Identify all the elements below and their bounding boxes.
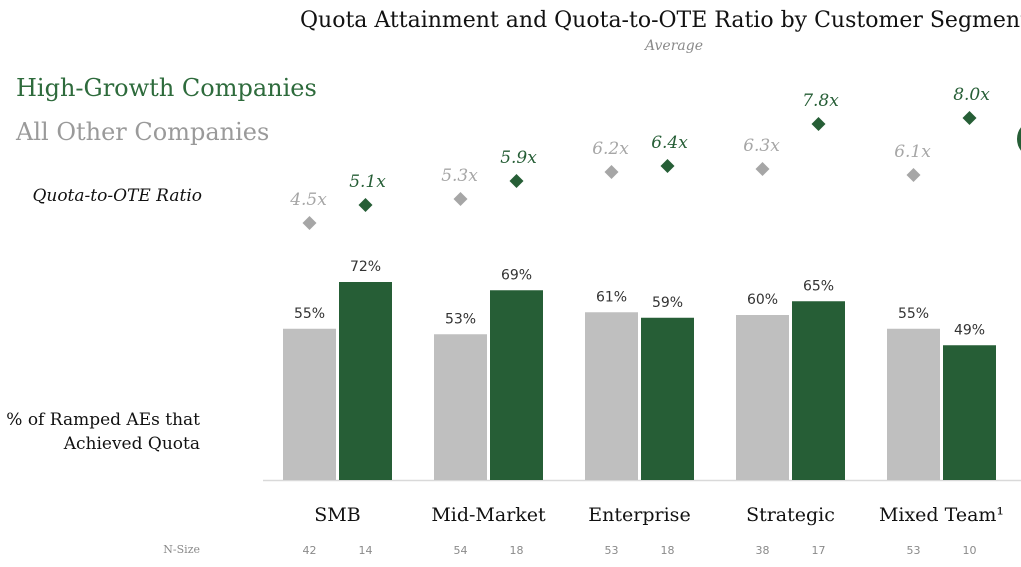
bar-other bbox=[585, 312, 638, 480]
n-size-value-high-growth: 18 bbox=[661, 544, 675, 557]
category-label: Strategic bbox=[746, 504, 835, 526]
bar-value-label-other: 55% bbox=[294, 306, 325, 322]
ratio-label-other: 4.5x bbox=[289, 190, 327, 210]
category-label: Enterprise bbox=[588, 504, 690, 526]
bar-other bbox=[887, 328, 940, 480]
ratio-marker-high-growth bbox=[962, 111, 977, 125]
ratio-marker-other bbox=[755, 162, 770, 176]
n-size-value-other: 38 bbox=[756, 544, 770, 557]
quota-axis-label-line1: % of Ramped AEs that bbox=[6, 410, 200, 430]
category-label: SMB bbox=[314, 504, 360, 526]
bar-other bbox=[736, 315, 789, 480]
n-size-value-high-growth: 14 bbox=[359, 544, 373, 557]
ratio-label-high-growth: 5.9x bbox=[500, 148, 537, 168]
ratio-marker-high-growth bbox=[509, 174, 524, 188]
n-size-value-other: 53 bbox=[907, 544, 921, 557]
bar-other bbox=[434, 334, 487, 480]
ratio-label-other: 6.2x bbox=[592, 139, 629, 159]
ratio-marker-high-growth bbox=[358, 198, 373, 212]
n-size-value-other: 42 bbox=[303, 544, 317, 557]
bar-high-growth bbox=[792, 301, 845, 480]
bar-value-label-high-growth: 65% bbox=[803, 278, 834, 294]
bar-high-growth bbox=[339, 282, 392, 480]
ratio-label-other: 6.1x bbox=[894, 142, 931, 162]
ratio-label-high-growth: 8.0x bbox=[953, 85, 990, 105]
n-size-value-other: 54 bbox=[454, 544, 468, 557]
legend-high-growth: High-Growth Companies bbox=[16, 74, 317, 102]
quota-axis-label-line2: Achieved Quota bbox=[63, 434, 200, 454]
ratio-label-other: 5.3x bbox=[441, 166, 478, 186]
category-label: Mid-Market bbox=[431, 504, 546, 526]
bar-value-label-other: 55% bbox=[898, 306, 929, 322]
bar-value-label-high-growth: 72% bbox=[350, 259, 381, 275]
category-label: Mixed Team¹ bbox=[879, 504, 1004, 526]
edge-decoration bbox=[1017, 127, 1021, 151]
n-size-value-high-growth: 17 bbox=[812, 544, 826, 557]
ratio-label-high-growth: 6.4x bbox=[651, 133, 688, 153]
ratio-label-high-growth: 7.8x bbox=[802, 91, 839, 111]
ratio-marker-other bbox=[302, 216, 317, 230]
ratio-marker-high-growth bbox=[660, 159, 675, 173]
chart-subtitle: Average bbox=[644, 38, 703, 54]
bar-high-growth bbox=[490, 290, 543, 480]
n-size-label: N-Size bbox=[163, 543, 200, 556]
ratio-marker-other bbox=[604, 165, 619, 179]
ratio-marker-other bbox=[906, 168, 921, 182]
bar-other bbox=[283, 328, 336, 480]
ratio-label-other: 6.3x bbox=[743, 136, 780, 156]
bar-high-growth bbox=[641, 317, 694, 480]
ratio-label-high-growth: 5.1x bbox=[349, 172, 386, 192]
bar-value-label-high-growth: 49% bbox=[954, 322, 985, 338]
n-size-value-high-growth: 18 bbox=[510, 544, 524, 557]
bar-value-label-other: 61% bbox=[596, 289, 627, 305]
legend-all-other: All Other Companies bbox=[16, 118, 270, 146]
chart-title: Quota Attainment and Quota-to-OTE Ratio … bbox=[300, 8, 1021, 33]
bar-value-label-high-growth: 69% bbox=[501, 267, 532, 283]
ratio-marker-high-growth bbox=[811, 117, 826, 131]
bar-value-label-high-growth: 59% bbox=[652, 295, 683, 311]
bar-value-label-other: 53% bbox=[445, 311, 476, 327]
n-size-value-high-growth: 10 bbox=[963, 544, 977, 557]
ratio-axis-label: Quota-to-OTE Ratio bbox=[32, 186, 202, 206]
n-size-value-other: 53 bbox=[605, 544, 619, 557]
bar-high-growth bbox=[943, 345, 996, 480]
quota-axis-label: % of Ramped AEs that Achieved Quota bbox=[0, 408, 200, 456]
bar-value-label-other: 60% bbox=[747, 292, 778, 308]
ratio-marker-other bbox=[453, 192, 468, 206]
